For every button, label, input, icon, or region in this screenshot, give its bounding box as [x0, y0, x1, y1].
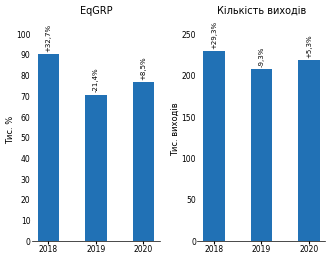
Text: +29,3%: +29,3%: [211, 21, 217, 49]
Text: -9,3%: -9,3%: [259, 47, 264, 67]
Title: EqGRP: EqGRP: [79, 5, 112, 16]
Bar: [203, 51, 224, 241]
Bar: [38, 54, 59, 241]
Text: -21,4%: -21,4%: [93, 68, 99, 93]
Text: +8,5%: +8,5%: [140, 56, 146, 80]
Title: Кількість виходів: Кількість виходів: [217, 5, 306, 16]
Bar: [298, 60, 320, 241]
Y-axis label: Тис. виходів: Тис. виходів: [171, 103, 180, 156]
Bar: [251, 69, 272, 241]
Text: +5,3%: +5,3%: [306, 35, 312, 58]
Bar: [85, 95, 107, 241]
Bar: [133, 82, 154, 241]
Y-axis label: Тис. %: Тис. %: [6, 115, 15, 144]
Text: +32,7%: +32,7%: [45, 24, 51, 52]
